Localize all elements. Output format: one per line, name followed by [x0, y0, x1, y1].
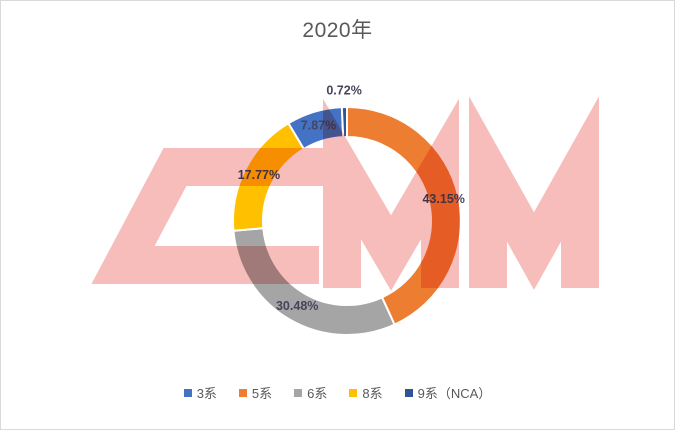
donut-segment-5系: [346, 105, 462, 326]
legend-item-6系: 6系: [294, 383, 327, 402]
legend-marker-icon: [294, 388, 303, 397]
data-label-8系: 17.77%: [238, 168, 280, 182]
data-label-5系: 43.15%: [422, 192, 464, 206]
donut-segment-9系（NCA）: [340, 105, 348, 139]
chart-title: 2020年: [302, 19, 373, 42]
legend-label: 9系（NCA）: [417, 386, 492, 401]
legend-item-8系: 8系: [349, 383, 383, 402]
legend-item-9系（NCA）: 9系（NCA）: [404, 383, 492, 402]
legend-marker-icon: [183, 388, 192, 397]
legend-label: 3系: [196, 386, 217, 401]
donut-segments: [232, 105, 462, 336]
chart-legend: 3系 5系 6系 8系 9系（NCA）: [1, 383, 674, 402]
data-label-9系（NCA）: 0.72%: [326, 83, 361, 97]
legend-item-5系: 5系: [238, 383, 273, 402]
legend-marker-icon: [349, 388, 358, 397]
legend-label: 6系: [307, 386, 328, 401]
data-label-6系: 30.48%: [276, 299, 318, 313]
legend-label: 5系: [251, 386, 273, 401]
legend-marker-icon: [404, 388, 413, 397]
donut-segment-6系: [232, 227, 396, 336]
data-label-3系: 7.87%: [301, 118, 336, 132]
legend-item-3系: 3系: [183, 383, 217, 402]
legend-marker-icon: [238, 388, 247, 397]
legend-label: 8系: [362, 386, 383, 401]
